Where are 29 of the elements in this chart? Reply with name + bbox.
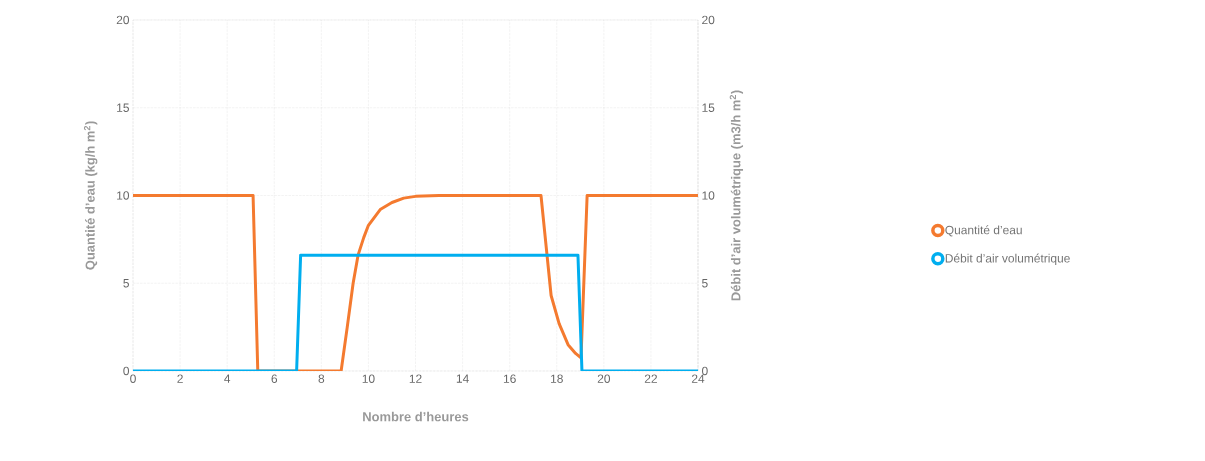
y-axis-title: Quantité d’eau (kg/h m$^{2}$) bbox=[83, 121, 98, 270]
x-tick-label: 24 bbox=[691, 374, 705, 383]
y2-axis-title: Débit d’air volumétrique (m3/h m$^{2}$) bbox=[729, 90, 744, 301]
y2-tick-label: 0 bbox=[702, 366, 708, 376]
x-tick-label: 4 bbox=[224, 374, 231, 383]
legend-label: Quantité d’eau bbox=[945, 225, 1022, 237]
x-tick-label: 20 bbox=[597, 374, 611, 383]
y-tick-label: 20 bbox=[116, 15, 130, 25]
x-tick-label: 16 bbox=[503, 374, 516, 383]
x-tick-label: 14 bbox=[456, 374, 469, 383]
y2-tick-label: 15 bbox=[702, 103, 715, 112]
legend-label: Débit d’air volumétrique bbox=[945, 253, 1070, 265]
x-axis-title: Nombre d’heures bbox=[363, 411, 469, 422]
y-tick-label: 15 bbox=[117, 103, 129, 112]
y-tick-label: 0 bbox=[123, 366, 130, 376]
x-tick-label: 22 bbox=[644, 374, 657, 383]
y2-tick-label: 10 bbox=[702, 191, 715, 200]
y2-tick-label: 20 bbox=[702, 15, 715, 25]
y2-tick-label: 5 bbox=[702, 279, 708, 288]
y-tick-label: 10 bbox=[117, 191, 130, 200]
line-series bbox=[133, 193, 699, 371]
x-tick-label: 0 bbox=[130, 374, 136, 383]
y-tick-label: 5 bbox=[123, 279, 129, 288]
x-tick-label: 12 bbox=[409, 374, 422, 383]
x-tick-label: 18 bbox=[551, 374, 563, 383]
x-tick-label: 2 bbox=[177, 374, 183, 383]
x-tick-label: 8 bbox=[318, 374, 325, 383]
x-tick-label: 10 bbox=[362, 374, 375, 383]
x-tick-label: 6 bbox=[271, 374, 278, 383]
